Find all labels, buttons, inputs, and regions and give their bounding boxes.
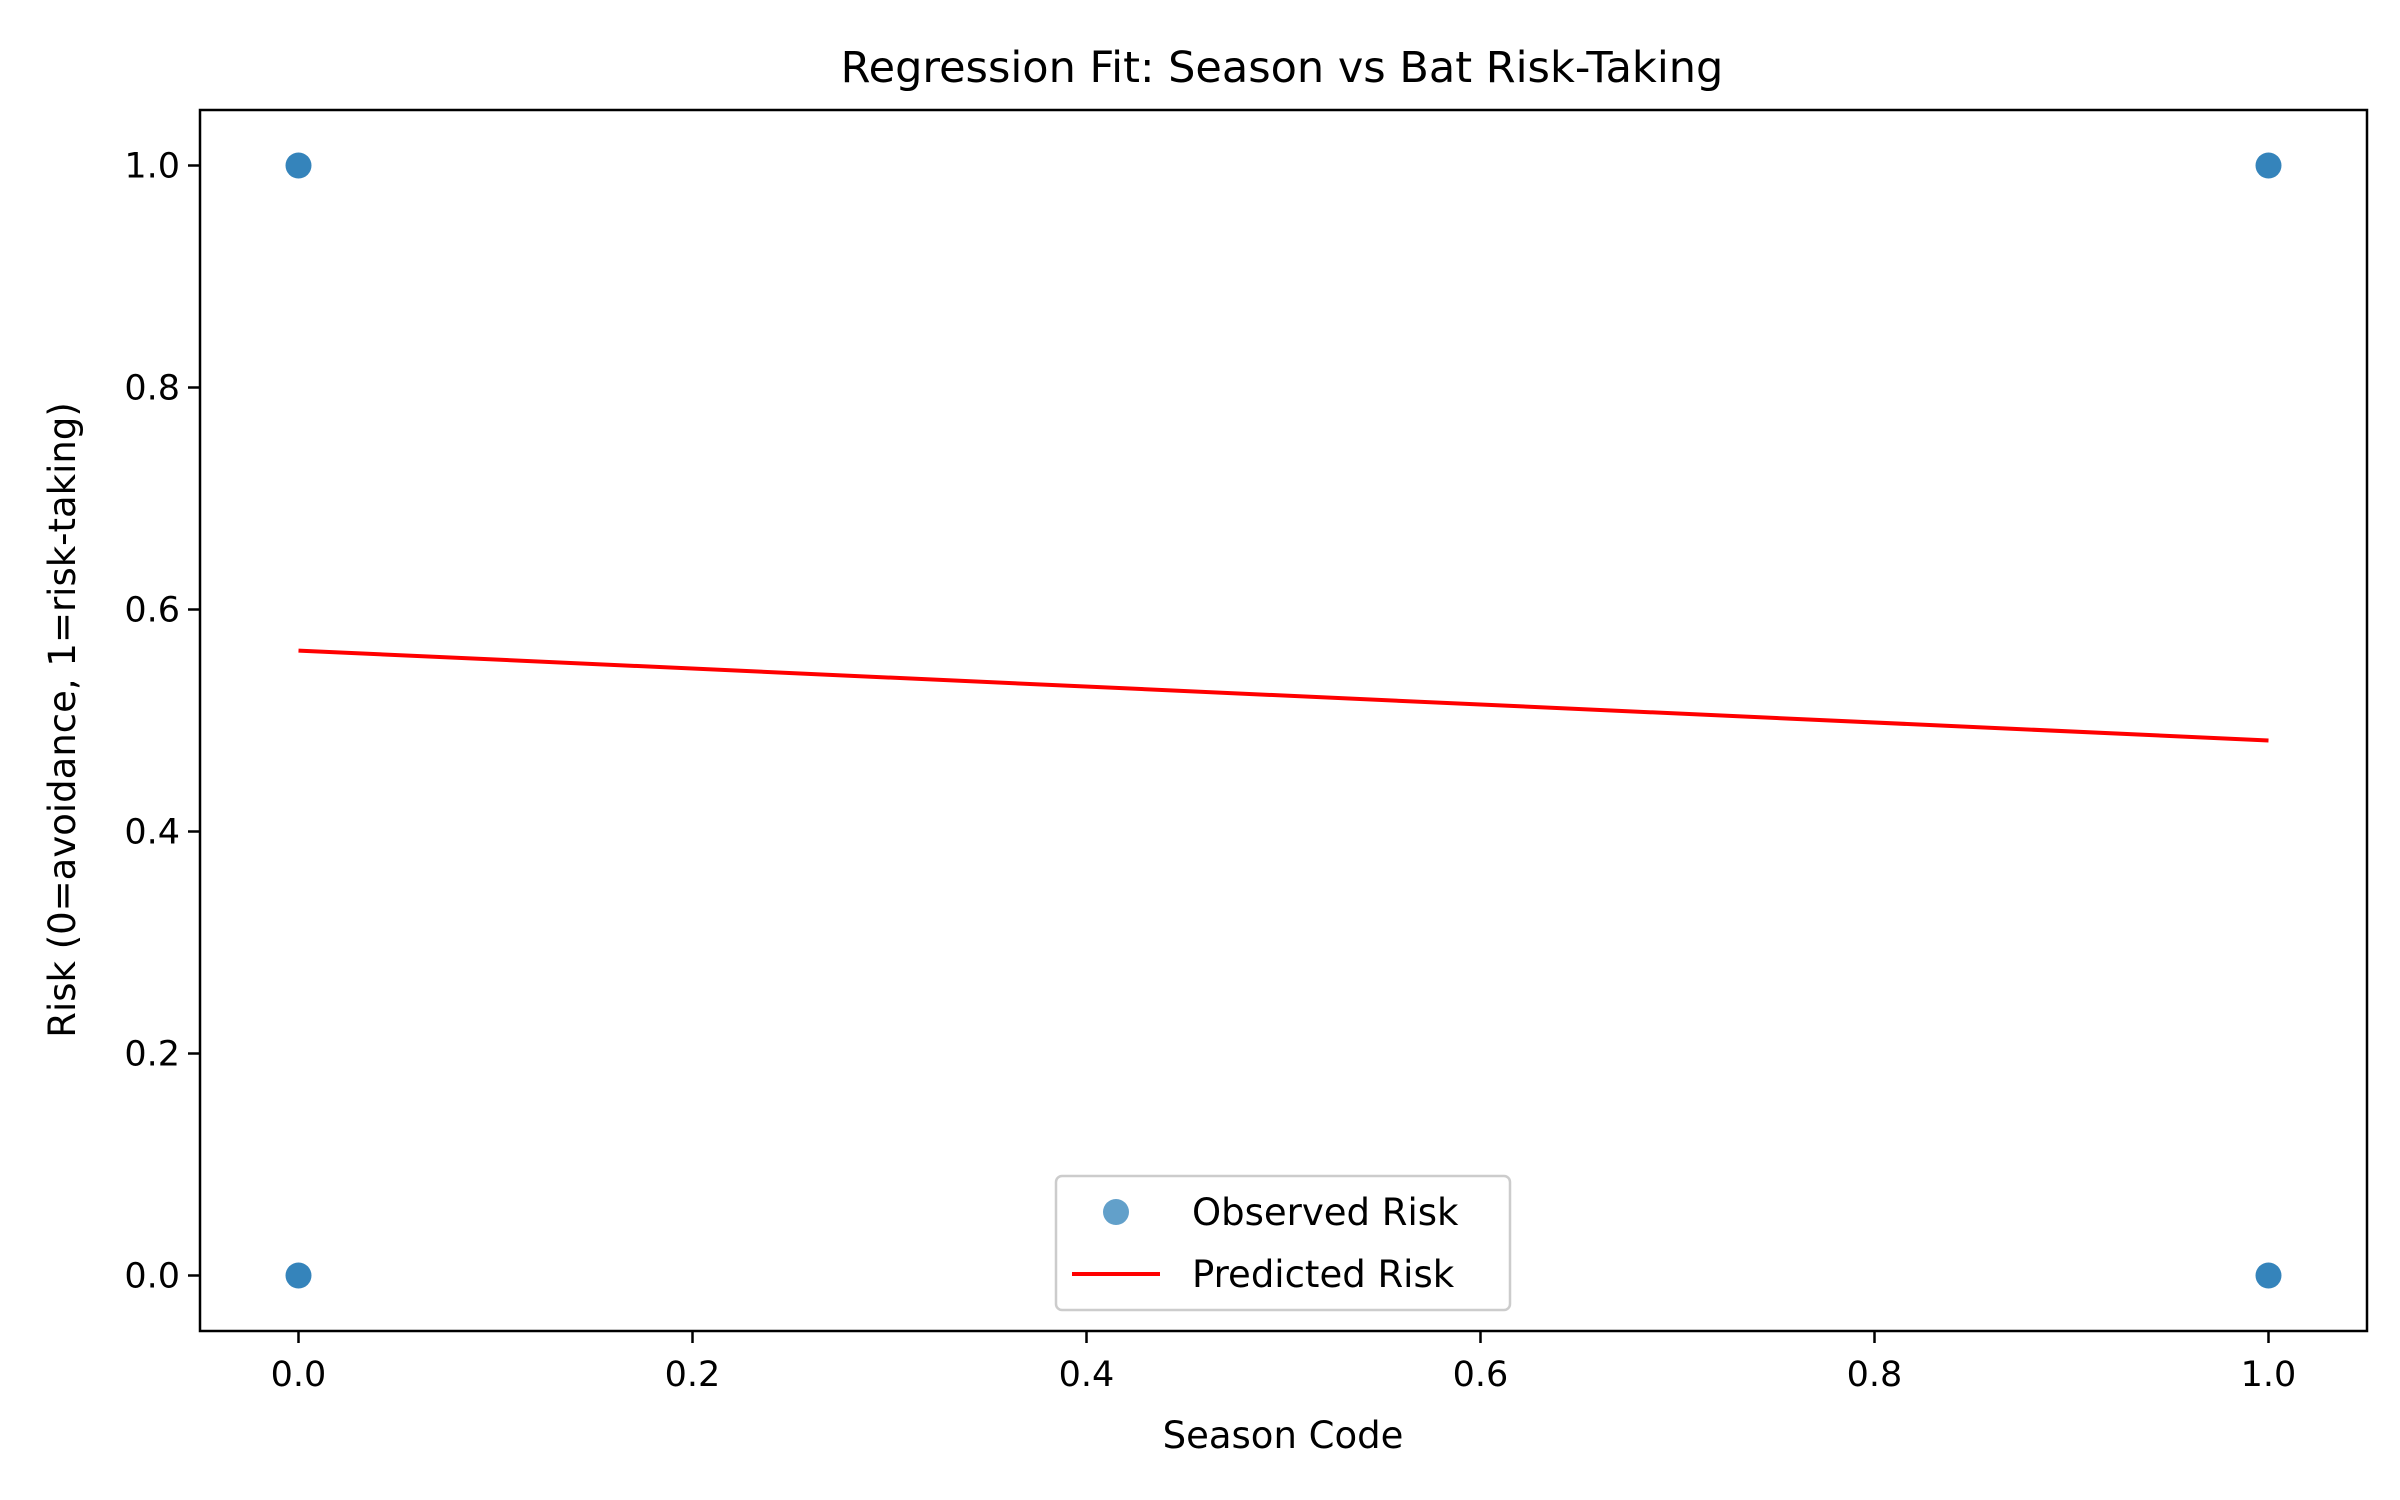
legend: Observed Risk Predicted Risk (1054, 1174, 1512, 1312)
y-tick-label: 0.2 (124, 1035, 180, 1075)
x-axis-label: Season Code (1163, 1414, 1404, 1457)
x-tick-label: 0.4 (1059, 1355, 1115, 1395)
plot-frame (198, 108, 2369, 1333)
scatter-point-0 (285, 152, 312, 179)
x-tick-label: 0.2 (665, 1355, 721, 1395)
predicted-risk-line (298, 648, 2269, 743)
y-axis: 0.0 0.2 0.4 0.6 0.8 1.0 (124, 147, 200, 1297)
x-tick-label: 0.0 (271, 1355, 327, 1395)
y-tick-label: 0.6 (124, 591, 180, 631)
legend-predicted-label: Predicted Risk (1192, 1253, 1455, 1296)
y-tick-label: 0.8 (124, 369, 180, 409)
plot-area (285, 152, 2282, 1289)
y-axis-label: Risk (0=avoidance, 1=risk-taking) (41, 402, 84, 1038)
x-tick-label: 1.0 (2241, 1355, 2297, 1395)
x-tick-label: 0.8 (1847, 1355, 1903, 1395)
x-axis: 0.0 0.2 0.4 0.6 0.8 1.0 (271, 1331, 2297, 1395)
y-tick-label: 1.0 (124, 147, 180, 187)
legend-observed-label: Observed Risk (1192, 1191, 1459, 1234)
y-tick-label: 0.4 (124, 813, 180, 853)
legend-observed-marker (1103, 1199, 1129, 1225)
legend-box (1054, 1174, 1512, 1312)
scatter-point-2 (2255, 152, 2282, 179)
x-tick-label: 0.6 (1453, 1355, 1509, 1395)
chart-title: Regression Fit: Season vs Bat Risk-Takin… (841, 43, 1724, 93)
scatter-point-3 (2255, 1262, 2282, 1289)
y-tick-label: 0.0 (124, 1257, 180, 1297)
scatter-point-1 (285, 1262, 312, 1289)
